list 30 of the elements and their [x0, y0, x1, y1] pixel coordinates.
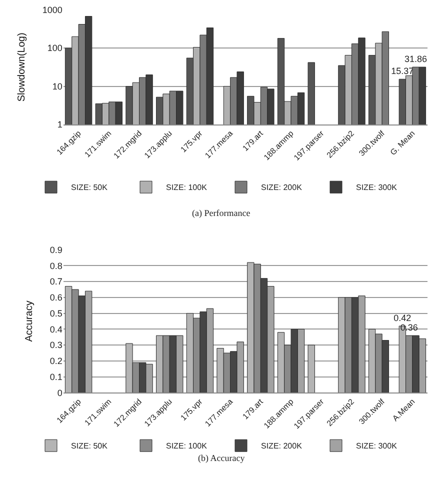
- y-tick-label: 0.6: [50, 292, 62, 303]
- legend-label: SIZE: 200K: [261, 442, 303, 451]
- legend-label: SIZE: 300K: [356, 183, 398, 192]
- legend-label: SIZE: 200K: [261, 183, 303, 192]
- y-tick-label: 0.1: [50, 372, 62, 382]
- legend-label: SIZE: 300K: [356, 442, 398, 451]
- y-tick-label: 0.5: [50, 308, 62, 318]
- data-label: 31.86: [404, 54, 428, 64]
- y-tick-label: 0.7: [50, 276, 62, 287]
- legend-label: SIZE: 50K: [71, 442, 108, 451]
- y-tick-label: 0.2: [50, 356, 62, 366]
- legend-label: SIZE: 50K: [71, 183, 108, 192]
- legend-label: SIZE: 100K: [166, 183, 208, 192]
- y-tick-label: 100: [47, 43, 62, 54]
- y-tick-label: 0: [57, 388, 62, 398]
- y-tick-label: 1: [57, 120, 62, 130]
- y-tick-label: 0.4: [50, 324, 62, 334]
- y-tick-label: 0.9: [50, 244, 62, 255]
- text: (a) Performance: [192, 208, 250, 218]
- text: (b) Accuracy: [198, 453, 246, 463]
- y-tick-label: 0.3: [50, 340, 62, 350]
- y-tick-label: 1000: [42, 5, 62, 16]
- data-label: 0.42: [394, 313, 412, 324]
- legend-label: SIZE: 100K: [166, 442, 208, 451]
- y-axis-title: Slowdown(Log): [16, 32, 28, 102]
- bar: [308, 344, 315, 393]
- data-label: 0.36: [400, 322, 418, 333]
- y-tick-label: 0.8: [50, 260, 62, 271]
- y-axis-title: Accuracy: [24, 300, 35, 342]
- y-tick-label: 10: [52, 81, 62, 92]
